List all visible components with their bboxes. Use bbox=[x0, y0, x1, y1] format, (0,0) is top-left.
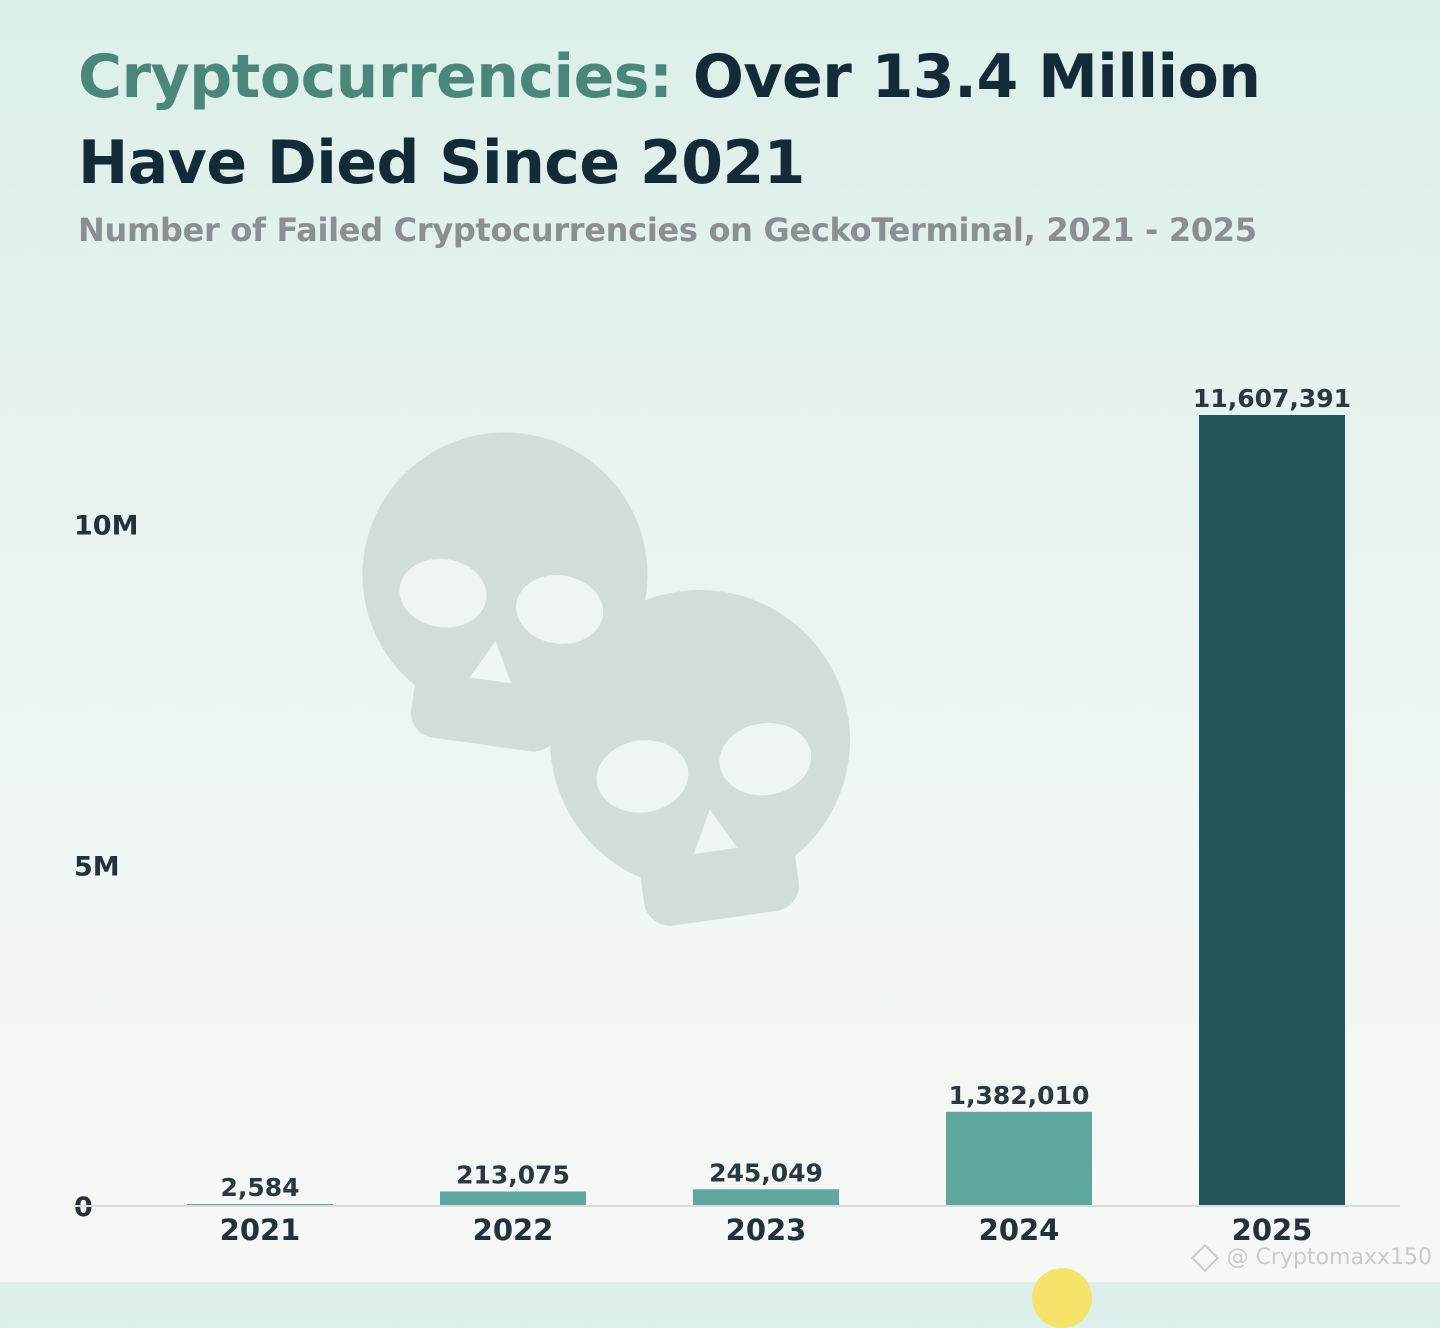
title-rest: Over 13.4 Million Have Died Since 2021 bbox=[78, 42, 1261, 198]
bar-value-label: 1,382,010 bbox=[949, 1081, 1090, 1110]
x-tick-label: 2022 bbox=[473, 1213, 554, 1247]
skull-eye-left bbox=[399, 558, 487, 628]
bars: 2,584 213,075 245,049 1,382,010 11,607,391 bbox=[187, 384, 1351, 1206]
watermark: @ Cryptomaxx150 bbox=[1190, 1243, 1432, 1272]
binance-logo-icon bbox=[1190, 1243, 1219, 1272]
chart-title: Cryptocurrencies: Over 13.4 Million Have… bbox=[78, 34, 1408, 206]
x-tick-label: 2021 bbox=[220, 1213, 301, 1247]
y-tick-label: 5M bbox=[74, 851, 120, 882]
bar-value-label: 245,049 bbox=[709, 1158, 823, 1187]
bar-value-label: 2,584 bbox=[220, 1173, 299, 1202]
x-tick-label: 2023 bbox=[726, 1213, 807, 1247]
skull-icon bbox=[550, 590, 850, 926]
skull-jaw bbox=[637, 811, 799, 926]
skull-eye-right bbox=[516, 575, 604, 644]
skull-decoration bbox=[362, 432, 850, 926]
skull-eye-left bbox=[596, 740, 689, 813]
yellow-dot-decoration bbox=[1032, 1268, 1092, 1328]
x-tick-label: 2024 bbox=[979, 1213, 1060, 1247]
skull-nose bbox=[469, 640, 511, 684]
skull-jaw bbox=[411, 643, 565, 752]
skull-icon bbox=[362, 432, 648, 752]
y-tick-label: 10M bbox=[74, 511, 138, 542]
bar bbox=[440, 1191, 586, 1206]
y-tick-label: 0 bbox=[74, 1192, 93, 1223]
bar-value-label: 213,075 bbox=[456, 1160, 570, 1189]
title-accent: Cryptocurrencies: bbox=[78, 42, 673, 112]
skull-eye-right bbox=[719, 722, 812, 796]
bar bbox=[946, 1111, 1092, 1206]
bar-chart: 0 5M 10M 2,584 213,075 245,049 1,382,010 11,60… bbox=[74, 384, 1400, 1247]
chart-subtitle: Number of Failed Cryptocurrencies on Gec… bbox=[78, 211, 1257, 249]
bar bbox=[1199, 415, 1345, 1206]
x-axis: 2021 2022 2023 2024 2025 bbox=[220, 1213, 1313, 1247]
watermark-text: @ Cryptomaxx150 bbox=[1226, 1245, 1432, 1270]
x-tick-label: 2025 bbox=[1232, 1213, 1313, 1247]
y-axis: 0 5M 10M bbox=[74, 511, 138, 1223]
skull-nose bbox=[693, 809, 738, 854]
bar bbox=[693, 1189, 839, 1206]
bar-value-label: 11,607,391 bbox=[1193, 384, 1351, 413]
